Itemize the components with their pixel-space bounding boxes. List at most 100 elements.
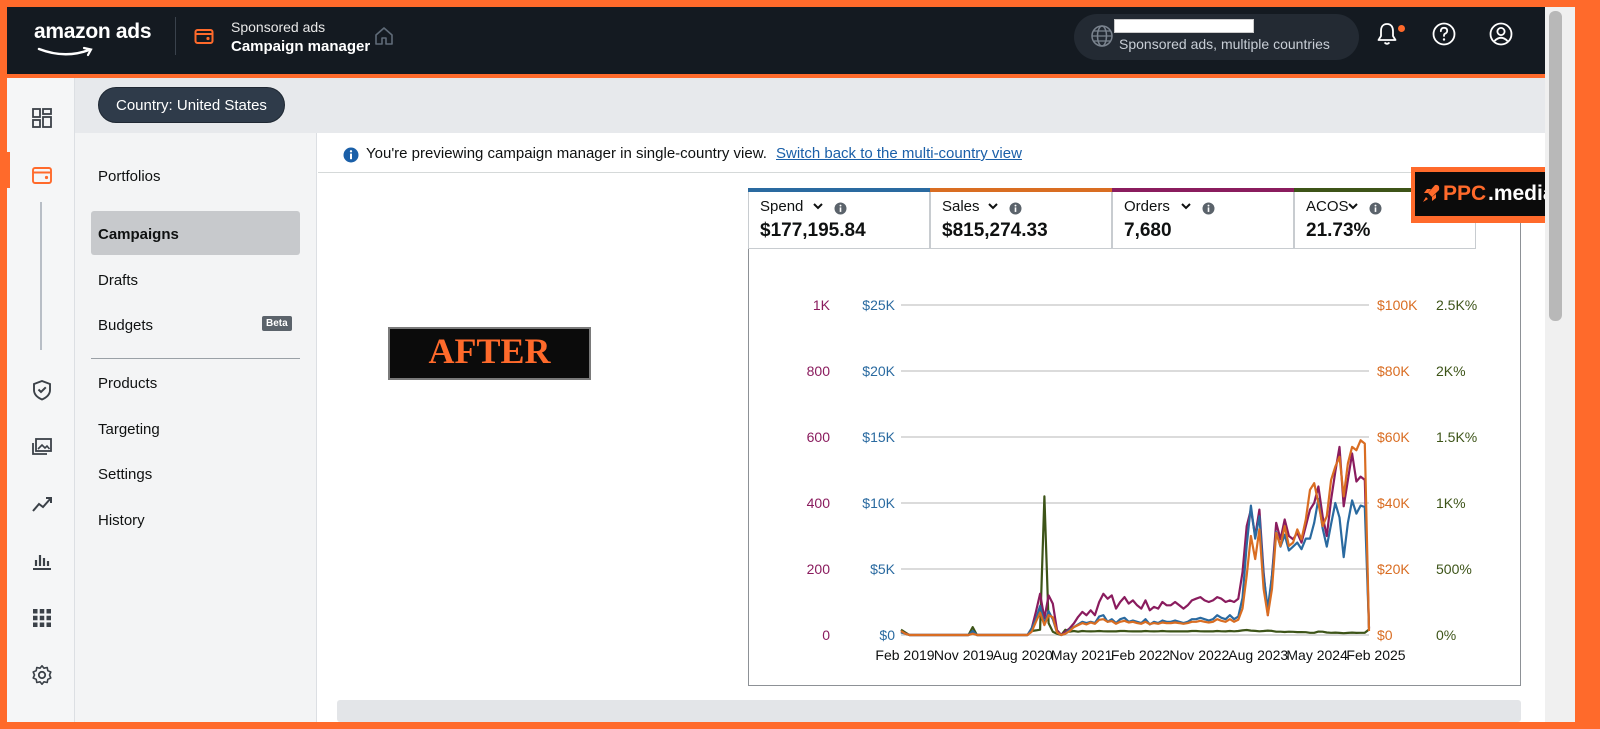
metric-value: $177,195.84: [760, 220, 866, 241]
y-axis-tick-label: 1K%: [1436, 495, 1466, 511]
rocket-icon: [1423, 184, 1440, 202]
chevron-down-icon[interactable]: [987, 201, 999, 211]
y-axis-tick-label: $15K: [862, 429, 895, 445]
y-axis-tick-label: 1.5K%: [1436, 429, 1477, 445]
subnav-item-portfolios[interactable]: Portfolios: [98, 168, 161, 185]
y-axis-tick-label: 400: [807, 495, 831, 511]
beta-badge: Beta: [262, 316, 292, 331]
subnav-item-settings[interactable]: Settings: [98, 466, 153, 483]
ppc-media-badge-inner: [1415, 172, 1560, 216]
rail-connector-line: [40, 202, 42, 350]
y-axis-tick-label: 800: [807, 363, 831, 379]
y-axis-tick-label: 200: [807, 561, 831, 577]
metric-tile-orders[interactable]: Orders 7,680: [1112, 188, 1294, 249]
chevron-down-icon[interactable]: [812, 201, 824, 211]
account-name-redacted: [1114, 19, 1254, 33]
y-axis-tick-label: $10K: [862, 495, 895, 511]
y-axis-tick-label: 500%: [1436, 561, 1472, 577]
single-country-info-bar: [318, 133, 1545, 173]
series-line-acos: [900, 495, 1370, 637]
country-filter-strip: [75, 78, 1545, 133]
home-icon[interactable]: [373, 25, 395, 47]
amazon-ads-logo[interactable]: amazon ads: [34, 20, 152, 43]
info-icon[interactable]: [1202, 202, 1215, 215]
x-axis-tick-label: May 2021: [1051, 647, 1113, 663]
measurement-trend-icon[interactable]: [31, 493, 53, 515]
subnav-item-budgets[interactable]: Budgets: [98, 317, 154, 334]
metric-label: Orders: [1124, 198, 1170, 215]
help-icon[interactable]: [1431, 21, 1457, 47]
info-icon: [343, 147, 359, 163]
creative-assets-icon[interactable]: [31, 436, 53, 458]
rail-active-indicator: [7, 152, 10, 188]
chevron-down-icon[interactable]: [1180, 201, 1192, 211]
x-axis-tick-label: Feb 2019: [875, 647, 934, 663]
y-axis-tick-label: 0: [822, 627, 830, 643]
performance-line-chart: 1K 800 600 400 200 0 $25K $20K $15K $10K $5K $0 $100…: [807, 297, 1478, 663]
reports-bar-chart-icon[interactable]: [31, 550, 53, 572]
apps-grid-icon[interactable]: [31, 607, 53, 629]
horizontal-scrollbar[interactable]: [337, 700, 1521, 722]
subnav-item-products[interactable]: Products: [98, 375, 158, 392]
country-filter-chip[interactable]: Country: United States: [98, 87, 285, 123]
subnav-item-history[interactable]: History: [98, 512, 145, 529]
x-axis-tick-label: Feb 2022: [1111, 647, 1170, 663]
x-axis-tick-label: May 2024: [1286, 647, 1348, 663]
subnav-divider: [91, 358, 300, 359]
switch-multi-country-link[interactable]: Switch back to the multi-country view: [776, 145, 1022, 162]
metric-tile-sales[interactable]: Sales $815,274.33: [930, 188, 1112, 249]
subnav-item-targeting[interactable]: Targeting: [98, 421, 160, 438]
top-navigation-bar: amazon ads Sponsored ads Campaign manage…: [7, 7, 1575, 74]
x-axis-tick-label: Nov 2019: [934, 647, 994, 663]
metric-label: ACOS: [1306, 198, 1349, 215]
product-line-label: Sponsored ads: [231, 19, 326, 35]
series-line-orders: [900, 445, 1371, 637]
chevron-down-icon[interactable]: [1347, 201, 1359, 211]
series-line-sales: [900, 439, 1371, 637]
y-axis-tick-label: $0: [1377, 627, 1393, 643]
info-icon[interactable]: [1009, 202, 1022, 215]
left-icon-rail: [7, 78, 75, 722]
metric-color-bar: [748, 188, 930, 192]
info-message: You're previewing campaign manager in si…: [366, 145, 767, 162]
metric-color-bar: [1112, 188, 1294, 192]
info-icon[interactable]: [834, 202, 847, 215]
metric-color-bar: [1294, 188, 1476, 192]
user-profile-icon[interactable]: [1488, 21, 1514, 47]
x-axis-tick-label: Feb 2025: [1346, 647, 1405, 663]
y-axis-tick-label: 1K: [813, 297, 831, 313]
notifications-bell-icon[interactable]: [1374, 21, 1400, 47]
subnav-active-highlight: [91, 211, 300, 255]
media-brand-text: .media: [1488, 182, 1555, 205]
y-axis-tick-label: 0%: [1436, 627, 1456, 643]
y-axis-tick-label: 600: [807, 429, 831, 445]
y-axis-tick-label: $40K: [1377, 495, 1410, 511]
campaign-manager-icon[interactable]: [31, 164, 53, 186]
account-subtitle: Sponsored ads, multiple countries: [1119, 36, 1330, 52]
dashboard-icon[interactable]: [31, 107, 53, 129]
notification-dot: [1398, 25, 1405, 32]
subnav-item-drafts[interactable]: Drafts: [98, 272, 139, 289]
metric-label: Sales: [942, 198, 980, 215]
x-axis-tick-label: Aug 2023: [1228, 647, 1288, 663]
y-axis-tick-label: $25K: [862, 297, 895, 313]
settings-gear-icon[interactable]: [31, 664, 53, 686]
header-divider: [175, 17, 176, 55]
ppc-brand-text: PPC: [1443, 182, 1487, 205]
subnav-item-campaigns[interactable]: Campaigns: [98, 226, 179, 243]
y-axis-tick-label: $80K: [1377, 363, 1410, 379]
y-axis-tick-label: $20K: [1377, 561, 1410, 577]
vertical-scrollbar-thumb[interactable]: [1549, 11, 1562, 321]
metric-label: Spend: [760, 198, 804, 215]
metric-tile-spend[interactable]: Spend $177,195.84: [748, 188, 930, 249]
brand-shield-icon[interactable]: [31, 379, 53, 401]
globe-icon: [1091, 25, 1113, 47]
sponsored-ads-wallet-icon: [194, 29, 214, 44]
info-icon[interactable]: [1369, 202, 1382, 215]
metric-color-bar: [930, 188, 1112, 192]
y-axis-tick-label: 2K%: [1436, 363, 1466, 379]
y-axis-tick-label: 2.5K%: [1436, 297, 1477, 313]
y-axis-tick-label: $100K: [1377, 297, 1418, 313]
app-title: Campaign manager: [231, 38, 371, 55]
y-axis-tick-label: $0: [879, 627, 895, 643]
